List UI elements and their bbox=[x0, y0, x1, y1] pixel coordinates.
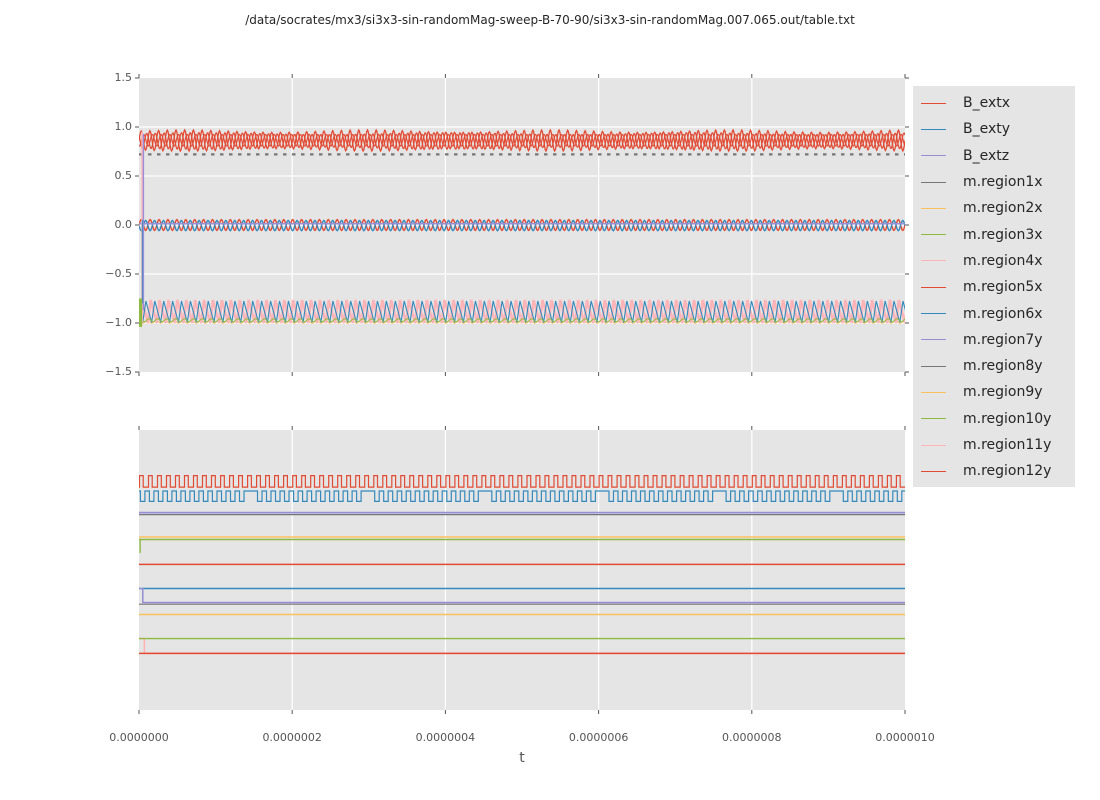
x-axis-label: t bbox=[519, 750, 525, 766]
plot-canvas-bottom bbox=[138, 426, 906, 714]
legend-label: m.region8y bbox=[963, 358, 1043, 375]
legend-row-m.region5x: m.region5x bbox=[913, 274, 1075, 300]
bottom-axes bbox=[131, 422, 913, 718]
y-tick-label: −0.5 bbox=[105, 267, 132, 280]
legend-row-m.region7y: m.region7y bbox=[913, 327, 1075, 353]
x-tick-label: 0.0000006 bbox=[568, 731, 629, 744]
legend-row-m.region3x: m.region3x bbox=[913, 221, 1075, 247]
legend-row-m.region2x: m.region2x bbox=[913, 195, 1075, 221]
series-pulse-blue bbox=[139, 490, 905, 502]
legend-label: m.region6x bbox=[963, 305, 1043, 322]
legend-line-swatch bbox=[921, 155, 946, 157]
series-B_extx-band-c bbox=[139, 133, 905, 147]
legend-row-B_extx: B_extx bbox=[913, 90, 1075, 116]
series-B_extx-band-a bbox=[139, 128, 905, 153]
x-tick-label: 0.0000010 bbox=[875, 731, 935, 744]
legend-label: B_exty bbox=[963, 121, 1011, 138]
legend-label: m.region1x bbox=[963, 174, 1043, 191]
x-tick-label: 0.0000008 bbox=[722, 731, 782, 744]
legend-label: B_extx bbox=[963, 95, 1011, 112]
legend-line-swatch bbox=[921, 339, 946, 341]
legend-row-m.region4x: m.region4x bbox=[913, 248, 1075, 274]
legend-label: m.region7y bbox=[963, 331, 1043, 348]
legend-row-m.region10y: m.region10y bbox=[913, 406, 1075, 432]
plot-canvas-top bbox=[135, 74, 909, 376]
legend-label: m.region12y bbox=[963, 463, 1052, 480]
legend-row-B_extz: B_extz bbox=[913, 143, 1075, 169]
y-tick-label: 0.5 bbox=[114, 169, 133, 182]
figure-title: /data/socrates/mx3/si3x3-sin-randomMag-s… bbox=[245, 13, 855, 27]
legend-row-m.region9y: m.region9y bbox=[913, 379, 1075, 405]
legend-row-m.region8y: m.region8y bbox=[913, 353, 1075, 379]
legend-line-swatch bbox=[921, 391, 946, 393]
legend: B_extx B_exty B_extz m.region1x m.region2x m.… bbox=[913, 86, 1075, 487]
series-B_extx-band-b bbox=[139, 132, 905, 150]
legend-label: m.region10y bbox=[963, 410, 1052, 427]
legend-row-B_exty: B_exty bbox=[913, 116, 1075, 142]
legend-line-swatch bbox=[921, 207, 946, 209]
series-m.region3x-bottom bbox=[139, 318, 905, 323]
legend-row-m.region12y: m.region12y bbox=[913, 458, 1075, 484]
x-tick-label: 0.0000004 bbox=[415, 731, 476, 744]
legend-line-swatch bbox=[921, 444, 946, 446]
y-tick-label: 1.0 bbox=[114, 120, 133, 133]
legend-line-swatch bbox=[921, 470, 946, 472]
series-pulse-red bbox=[139, 475, 905, 488]
legend-row-m.region6x: m.region6x bbox=[913, 300, 1075, 326]
legend-line-swatch bbox=[921, 128, 946, 130]
legend-label: m.region9y bbox=[963, 384, 1043, 401]
y-tick-label: 0.0 bbox=[114, 218, 133, 231]
x-tick-label: 0.0000000 bbox=[109, 731, 169, 744]
top-axes bbox=[131, 70, 913, 380]
legend-label: m.region5x bbox=[963, 279, 1043, 296]
legend-line-swatch bbox=[921, 181, 946, 183]
legend-line-swatch bbox=[921, 234, 946, 236]
legend-line-swatch bbox=[921, 102, 946, 104]
legend-row-m.region11y: m.region11y bbox=[913, 432, 1075, 458]
y-tick-label: −1.5 bbox=[105, 365, 132, 378]
legend-line-swatch bbox=[921, 418, 946, 420]
legend-line-swatch bbox=[921, 286, 946, 288]
x-tick-label: 0.0000002 bbox=[262, 731, 322, 744]
legend-line-swatch bbox=[921, 365, 946, 367]
y-tick-label: −1.0 bbox=[105, 316, 132, 329]
legend-row-m.region1x: m.region1x bbox=[913, 169, 1075, 195]
legend-label: m.region3x bbox=[963, 226, 1043, 243]
legend-label: m.region4x bbox=[963, 252, 1043, 269]
legend-label: m.region11y bbox=[963, 437, 1052, 453]
legend-line-swatch bbox=[921, 260, 946, 262]
series-m.region6x-band bbox=[139, 300, 905, 324]
y-tick-label: 1.5 bbox=[114, 71, 133, 84]
legend-line-swatch bbox=[921, 313, 946, 315]
legend-label: B_extz bbox=[963, 147, 1010, 164]
series-step-purple bbox=[139, 587, 905, 604]
series-B_exty-mid bbox=[139, 219, 905, 232]
legend-label: m.region2x bbox=[963, 200, 1043, 217]
